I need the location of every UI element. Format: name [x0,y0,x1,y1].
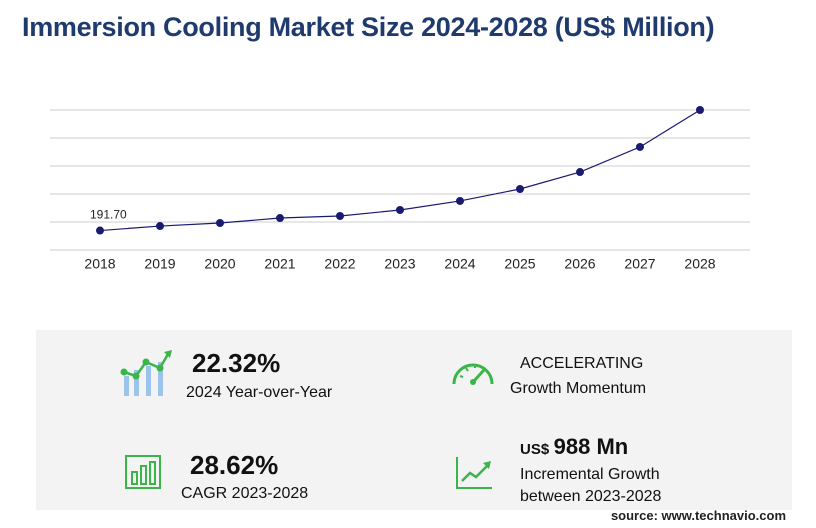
x-tick-label: 2024 [444,256,475,272]
yoy-icon [120,350,172,396]
point [336,211,344,220]
stat-value: 28.62% [190,450,279,480]
cagr-icon [125,455,161,489]
point [276,214,284,223]
stat-label: Incremental Growth [520,466,660,483]
x-tick-label: 2018 [84,256,115,272]
point [216,218,224,227]
point [636,142,644,151]
x-tick-label: 2023 [384,256,415,272]
chart-title: Immersion Cooling Market Size 2024-2028 … [22,12,715,42]
stat-value: ACCELERATING [520,355,644,372]
x-tick-label: 2021 [264,256,295,272]
point [456,196,464,205]
source: source: www.technavio.com [610,508,786,523]
stat-label: CAGR 2023-2028 [181,485,309,502]
stats-panel [36,330,792,510]
x-tick-label: 2022 [324,256,355,272]
point [696,106,704,114]
point [156,222,164,231]
point [516,184,524,193]
x-tick-label: 2019 [144,256,175,272]
point [576,168,584,177]
stat-label: 2024 Year-over-Year [186,384,333,401]
stat-value: 988 Mn [553,434,629,459]
gauge-icon [452,363,494,385]
stat-label: between 2023-2028 [520,488,662,505]
stat-prefix: US$ [520,441,550,458]
point [96,226,104,235]
point [396,206,404,214]
x-tick-label: 2027 [624,256,655,272]
stat-label: Growth Momentum [510,380,647,397]
stat-value-group: US$ 988 Mn [520,434,628,460]
x-tick-label: 2020 [204,256,235,272]
growth-icon [456,457,492,489]
chart: 2018 2019 2020 2021 2022 2023 2024 2025 2026 2027… [50,106,750,272]
x-tick-label: 2026 [564,256,595,272]
x-tick-label: 2025 [504,256,535,272]
stat-value: 22.32% [192,348,281,378]
x-tick-label: 2028 [684,256,715,272]
data-label: 191.70 [90,208,127,222]
